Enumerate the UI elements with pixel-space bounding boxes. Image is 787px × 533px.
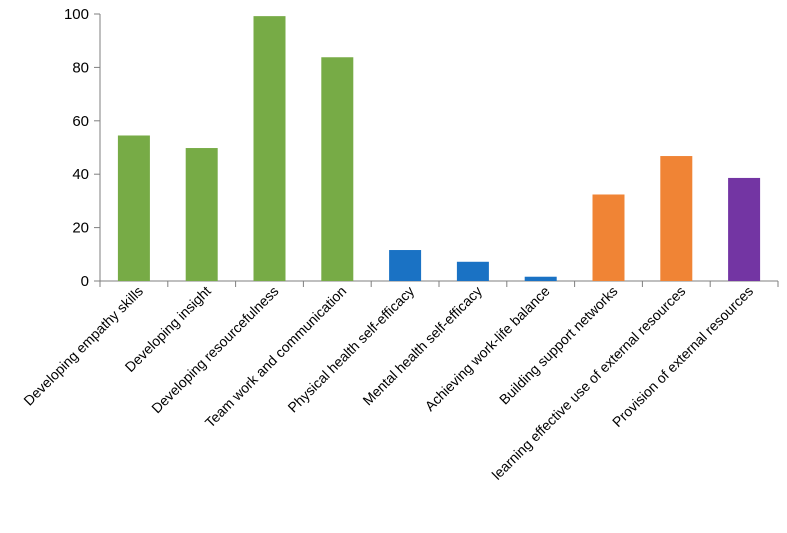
bars [117,16,761,282]
bar [592,194,625,281]
y-tick-label: 40 [72,166,89,183]
y-tick-label: 80 [72,59,89,76]
bar [117,135,150,281]
category-label: Provision of external resources [609,283,756,430]
y-tick-label: 60 [72,113,89,130]
y-tick-label: 0 [81,273,89,290]
category-label: Mental health self-efficacy [359,283,485,409]
bar [185,148,218,281]
bar [456,261,489,281]
bar [253,16,286,282]
category-label: Building support networks [496,283,621,408]
y-axis: 0 20 40 60 80 100 [64,6,101,290]
y-tick-label: 100 [64,6,89,23]
category-label: Achieving work-life balance [422,283,553,414]
bar [321,57,354,282]
category-label: Physical health self-efficacy [284,283,417,416]
category-label: Team work and communication [202,283,350,431]
category-label: Developing empathy skills [20,283,146,409]
bar [524,276,557,281]
y-tick-label: 20 [72,220,89,237]
bar [389,250,422,281]
category-label: Developing resourcefulness [148,283,281,416]
bar [728,177,761,281]
bar [660,156,693,281]
